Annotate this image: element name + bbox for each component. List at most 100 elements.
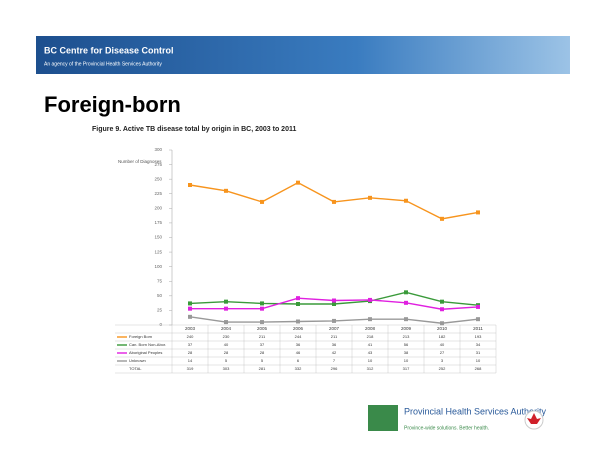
table-value: 56 bbox=[404, 342, 409, 347]
legend-label: Can. Born Non-Abor. bbox=[129, 342, 166, 347]
x-tick-label: 2004 bbox=[221, 326, 232, 331]
legend-label: Unknown bbox=[129, 358, 146, 363]
point bbox=[260, 320, 264, 325]
y-axis-label: Number of Diagnoses bbox=[118, 159, 162, 164]
table-value: 38 bbox=[404, 350, 409, 355]
table-value: 5 bbox=[261, 358, 264, 363]
table-value: 37 bbox=[260, 342, 265, 347]
table-total: 312 bbox=[367, 366, 374, 371]
y-tick-label: 25 bbox=[157, 308, 163, 313]
point bbox=[188, 314, 192, 319]
point bbox=[188, 183, 192, 187]
point bbox=[296, 180, 300, 185]
org-tagline: An agency of the Provincial Health Servi… bbox=[44, 61, 162, 67]
point bbox=[476, 317, 480, 322]
point bbox=[404, 300, 408, 305]
table-value: 40 bbox=[440, 342, 445, 347]
point bbox=[440, 216, 444, 221]
leaf-icon bbox=[527, 413, 541, 424]
table-value: 27 bbox=[440, 350, 445, 355]
table-total: 332 bbox=[295, 366, 302, 371]
table-value: 193 bbox=[475, 334, 482, 339]
table-value: 218 bbox=[367, 334, 374, 339]
x-tick-label: 2007 bbox=[329, 326, 340, 331]
table-value: 28 bbox=[188, 350, 193, 355]
table-value: 36 bbox=[332, 342, 337, 347]
point bbox=[332, 302, 336, 306]
table-value: 211 bbox=[259, 334, 266, 339]
point bbox=[260, 301, 264, 306]
table-value: 244 bbox=[295, 334, 302, 339]
table-value: 36 bbox=[296, 342, 301, 347]
point bbox=[404, 290, 408, 295]
y-tick-label: 50 bbox=[157, 293, 163, 298]
table-value: 31 bbox=[476, 350, 481, 355]
point bbox=[188, 306, 192, 311]
point bbox=[332, 298, 336, 303]
point bbox=[296, 319, 300, 324]
slide-title: Foreign-born bbox=[44, 92, 181, 117]
chart-title: Figure 9. Active TB disease total by ori… bbox=[92, 126, 296, 133]
table-value: 240 bbox=[187, 334, 194, 339]
y-tick-label: 0 bbox=[159, 322, 162, 327]
point bbox=[296, 302, 300, 306]
table-value: 34 bbox=[476, 342, 481, 347]
point bbox=[260, 306, 264, 311]
table-value: 10 bbox=[368, 358, 373, 363]
logo-mark bbox=[368, 405, 398, 431]
x-tick-label: 2008 bbox=[365, 326, 376, 331]
table-total: 317 bbox=[403, 366, 410, 371]
y-tick-label: 150 bbox=[154, 235, 162, 240]
table-value: 211 bbox=[331, 334, 338, 339]
y-tick-label: 250 bbox=[154, 176, 162, 181]
point bbox=[368, 195, 372, 200]
table-value: 28 bbox=[260, 350, 265, 355]
table-value: 7 bbox=[333, 358, 336, 363]
x-tick-label: 2003 bbox=[185, 326, 196, 331]
legend-label: Aboriginal Peoples bbox=[129, 350, 162, 355]
table-value: 43 bbox=[368, 350, 373, 355]
y-tick-label: 225 bbox=[154, 191, 162, 196]
point bbox=[332, 199, 336, 204]
table-total: 281 bbox=[259, 366, 266, 371]
table-value: 3 bbox=[441, 358, 444, 363]
point bbox=[368, 317, 372, 322]
point bbox=[188, 301, 192, 306]
point bbox=[476, 304, 480, 309]
table-value: 213 bbox=[403, 334, 410, 339]
y-tick-label: 200 bbox=[154, 206, 162, 211]
point bbox=[224, 299, 228, 304]
point bbox=[224, 188, 228, 193]
table-value: 6 bbox=[297, 358, 300, 363]
point bbox=[224, 320, 228, 325]
point bbox=[332, 318, 336, 323]
point bbox=[404, 198, 408, 203]
table-value: 10 bbox=[404, 358, 409, 363]
table-value: 40 bbox=[224, 342, 229, 347]
table-value: 5 bbox=[225, 358, 228, 363]
x-tick-label: 2009 bbox=[401, 326, 412, 331]
legend-label: Foreign Born bbox=[129, 334, 152, 339]
x-tick-label: 2005 bbox=[257, 326, 268, 331]
point bbox=[260, 199, 264, 204]
logo-name: Provincial Health Services Authority bbox=[404, 406, 547, 416]
table-value: 37 bbox=[188, 342, 193, 347]
table-total: 296 bbox=[331, 366, 338, 371]
total-label: TOTAL bbox=[129, 366, 142, 371]
table-total: 319 bbox=[187, 366, 194, 371]
y-tick-label: 300 bbox=[154, 147, 162, 152]
table-value: 230 bbox=[223, 334, 230, 339]
table-value: 10 bbox=[476, 358, 481, 363]
y-tick-label: 75 bbox=[157, 278, 163, 283]
point bbox=[224, 306, 228, 311]
x-tick-label: 2010 bbox=[437, 326, 448, 331]
table-total: 268 bbox=[475, 366, 482, 371]
point bbox=[368, 297, 372, 302]
header-bar bbox=[36, 36, 570, 74]
logo-tagline: Province-wide solutions. Better health. bbox=[404, 425, 489, 431]
org-name: BC Centre for Disease Control bbox=[44, 45, 174, 55]
y-tick-label: 275 bbox=[154, 162, 162, 167]
table-value: 41 bbox=[368, 342, 373, 347]
point bbox=[296, 296, 300, 301]
point bbox=[476, 210, 480, 215]
